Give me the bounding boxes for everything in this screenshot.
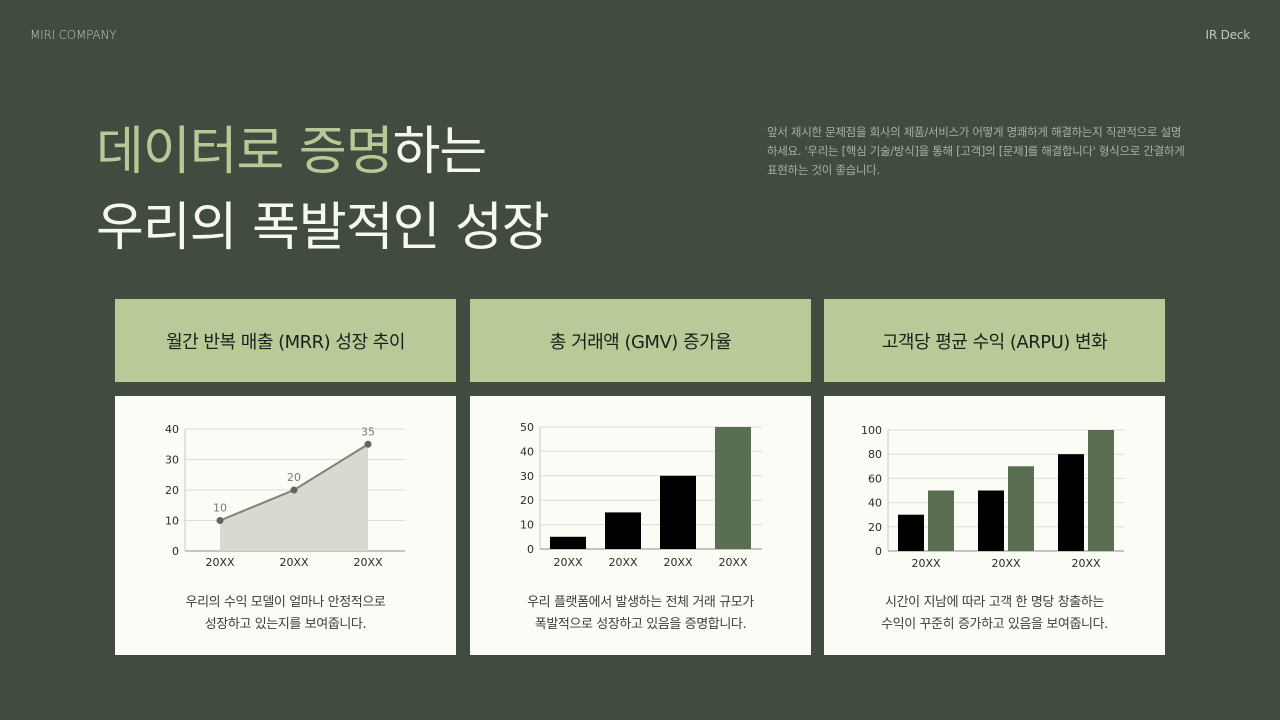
bar xyxy=(1088,430,1114,551)
card-header-arpu: 고객당 평균 수익 (ARPU) 변화 xyxy=(824,299,1165,382)
desc-line: 수익이 꾸준히 증가하고 있음을 보여줍니다. xyxy=(881,617,1108,632)
y-tick-label: 0 xyxy=(875,545,882,558)
data-label: 20 xyxy=(287,471,301,484)
area-fill xyxy=(220,444,368,551)
y-tick-label: 30 xyxy=(520,470,534,483)
arpu-grouped-bar-chart: 0 20 40 60 80 100 20XX 20XX 20XX xyxy=(861,424,1124,570)
y-tick-label: 40 xyxy=(165,423,179,436)
gmv-bar-chart: 0 10 20 30 40 50 20XX 20XX 20XX 20XX xyxy=(520,421,762,569)
bar xyxy=(978,490,1004,551)
x-tick-label: 20XX xyxy=(1071,557,1101,570)
y-tick-label: 80 xyxy=(868,448,882,461)
desc-line: 우리 플랫폼에서 발생하는 전체 거래 규모가 xyxy=(527,595,754,610)
card-arpu: 0 20 40 60 80 100 20XX 20XX 20XX 시간이 지남에 따라 고객 한… xyxy=(824,396,1165,655)
bar xyxy=(1008,466,1034,551)
desc-line: 성장하고 있는지를 보여줍니다. xyxy=(204,617,367,632)
mrr-area-chart: 0 10 20 30 40 10 20 35 20XX 20XX 20XX xyxy=(165,423,405,569)
x-tick-label: 20XX xyxy=(608,556,638,569)
y-tick-label: 60 xyxy=(868,472,882,485)
y-tick-label: 40 xyxy=(520,445,534,458)
y-tick-label: 40 xyxy=(868,497,882,510)
y-tick-label: 0 xyxy=(527,543,534,556)
bar xyxy=(550,536,586,549)
x-tick-label: 20XX xyxy=(911,557,941,570)
x-tick-label: 20XX xyxy=(353,556,383,569)
bar xyxy=(660,475,696,549)
y-tick-label: 10 xyxy=(165,515,179,528)
data-point xyxy=(290,486,298,494)
intro-text: 앞서 제시한 문제점을 회사의 제품/서비스가 어떻게 명쾌하게 해결하는지 직… xyxy=(767,125,1185,177)
data-label: 35 xyxy=(361,425,375,438)
x-tick-label: 20XX xyxy=(718,556,748,569)
y-tick-label: 20 xyxy=(520,494,534,507)
company-name: MIRI COMPANY xyxy=(30,28,117,42)
card-description: 우리 플랫폼에서 발생하는 전체 거래 규모가 폭발적으로 성장하고 있음을 증… xyxy=(470,592,811,636)
deck-label: IR Deck xyxy=(1205,28,1251,42)
y-tick-label: 20 xyxy=(868,521,882,534)
card-description: 우리의 수익 모델이 얼마나 안정적으로 성장하고 있는지를 보여줍니다. xyxy=(115,592,456,636)
desc-line: 우리의 수익 모델이 얼마나 안정적으로 xyxy=(185,595,386,610)
y-tick-label: 10 xyxy=(520,519,534,532)
data-label: 10 xyxy=(213,502,227,515)
y-tick-label: 0 xyxy=(172,545,179,558)
x-tick-label: 20XX xyxy=(553,556,583,569)
card-gmv: 0 10 20 30 40 50 20XX 20XX 20XX 20XX 우리 플랫폼에서 발생하… xyxy=(470,396,811,655)
y-tick-label: 30 xyxy=(165,454,179,467)
title-line1-rest: 하는 xyxy=(392,122,488,182)
x-tick-label: 20XX xyxy=(991,557,1021,570)
card-header-gmv: 총 거래액 (GMV) 증가율 xyxy=(470,299,811,382)
card-description: 시간이 지남에 따라 고객 한 명당 창출하는 수익이 꾸준히 증가하고 있음을… xyxy=(824,592,1165,636)
card-header-mrr: 월간 반복 매출 (MRR) 성장 추이 xyxy=(115,299,456,382)
bar xyxy=(928,490,954,551)
data-point xyxy=(216,517,224,524)
page-title: 데이터로 증명하는 우리의 폭발적인 성장 xyxy=(96,114,550,266)
x-tick-label: 20XX xyxy=(279,556,309,569)
bar xyxy=(1058,454,1084,551)
x-tick-label: 20XX xyxy=(205,556,235,569)
y-tick-label: 100 xyxy=(861,424,882,437)
x-tick-label: 20XX xyxy=(663,556,693,569)
bar xyxy=(898,514,924,551)
desc-line: 시간이 지남에 따라 고객 한 명당 창출하는 xyxy=(885,595,1104,610)
data-point xyxy=(364,440,372,448)
y-tick-label: 50 xyxy=(520,421,534,434)
title-accent: 데이터로 증명 xyxy=(96,122,394,182)
desc-line: 폭발적으로 성장하고 있음을 증명합니다. xyxy=(534,617,747,632)
bar xyxy=(715,427,751,549)
y-tick-label: 20 xyxy=(165,484,179,497)
bar xyxy=(605,512,641,549)
card-mrr: 0 10 20 30 40 10 20 35 20XX 20XX 20XX 우리의 수익 모델이 얼… xyxy=(115,396,456,655)
title-line2: 우리의 폭발적인 성장 xyxy=(96,198,550,258)
